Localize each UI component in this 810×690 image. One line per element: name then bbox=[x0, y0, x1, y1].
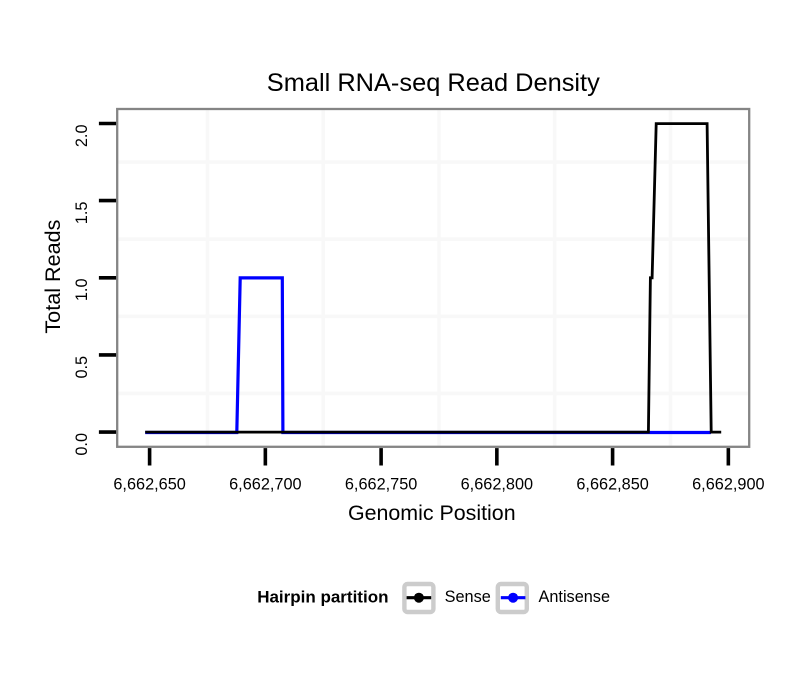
svg-text:1.0: 1.0 bbox=[73, 279, 91, 302]
svg-text:Small RNA-seq Read Density: Small RNA-seq Read Density bbox=[267, 69, 600, 97]
svg-text:Total Reads: Total Reads bbox=[40, 219, 65, 333]
svg-text:Antisense: Antisense bbox=[539, 588, 611, 606]
svg-text:6,662,900: 6,662,900 bbox=[692, 475, 764, 493]
svg-text:6,662,750: 6,662,750 bbox=[345, 475, 417, 493]
svg-text:6,662,650: 6,662,650 bbox=[113, 475, 185, 493]
svg-text:0.5: 0.5 bbox=[73, 356, 91, 379]
svg-text:2.0: 2.0 bbox=[73, 125, 91, 148]
svg-text:Hairpin partition: Hairpin partition bbox=[257, 587, 388, 606]
svg-text:Sense: Sense bbox=[445, 588, 491, 606]
svg-text:6,662,850: 6,662,850 bbox=[576, 475, 648, 493]
svg-text:0.0: 0.0 bbox=[73, 433, 91, 456]
svg-text:Genomic Position: Genomic Position bbox=[348, 501, 516, 525]
svg-text:1.5: 1.5 bbox=[73, 202, 91, 225]
svg-text:6,662,800: 6,662,800 bbox=[461, 475, 533, 493]
svg-text:6,662,700: 6,662,700 bbox=[229, 475, 301, 493]
